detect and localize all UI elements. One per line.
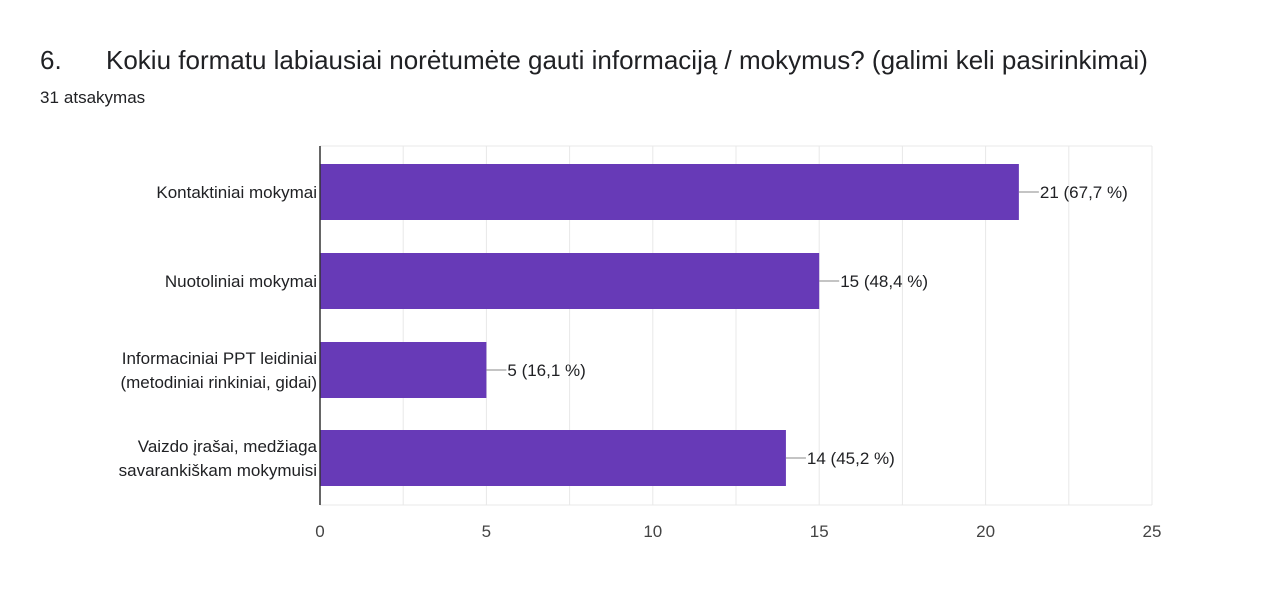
value-label: 5 (16,1 %) bbox=[507, 361, 585, 380]
value-label: 14 (45,2 %) bbox=[807, 449, 895, 468]
category-label: savarankiškam mokymuisi bbox=[119, 461, 317, 480]
x-tick-label: 10 bbox=[643, 522, 662, 541]
value-label: 15 (48,4 %) bbox=[840, 272, 928, 291]
x-tick-label: 15 bbox=[810, 522, 829, 541]
bar bbox=[320, 253, 820, 309]
x-tick-label: 25 bbox=[1143, 522, 1162, 541]
bar bbox=[320, 430, 786, 486]
response-count: 31 atsakymas bbox=[40, 86, 145, 110]
category-label: Vaizdo įrašai, medžiaga bbox=[138, 437, 318, 456]
x-tick-label: 20 bbox=[976, 522, 995, 541]
value-label: 21 (67,7 %) bbox=[1040, 183, 1128, 202]
response-count-label: atsakymas bbox=[63, 88, 146, 107]
question-number: 6. bbox=[40, 45, 62, 75]
x-tick-label: 5 bbox=[482, 522, 491, 541]
bar bbox=[320, 342, 487, 398]
category-label: (metodiniai rinkiniai, gidai) bbox=[120, 373, 317, 392]
x-tick-label: 0 bbox=[315, 522, 324, 541]
category-label: Kontaktiniai mokymai bbox=[156, 183, 317, 202]
bar bbox=[320, 164, 1019, 220]
category-label: Nuotoliniai mokymai bbox=[165, 272, 317, 291]
category-label: Informaciniai PPT leidiniai bbox=[122, 349, 317, 368]
response-count-number: 31 bbox=[40, 88, 59, 107]
question-header: 6. Kokiu formatu labiausiai norėtumėte ga… bbox=[40, 42, 1148, 78]
question-title: Kokiu formatu labiausiai norėtumėte gaut… bbox=[106, 45, 1148, 75]
